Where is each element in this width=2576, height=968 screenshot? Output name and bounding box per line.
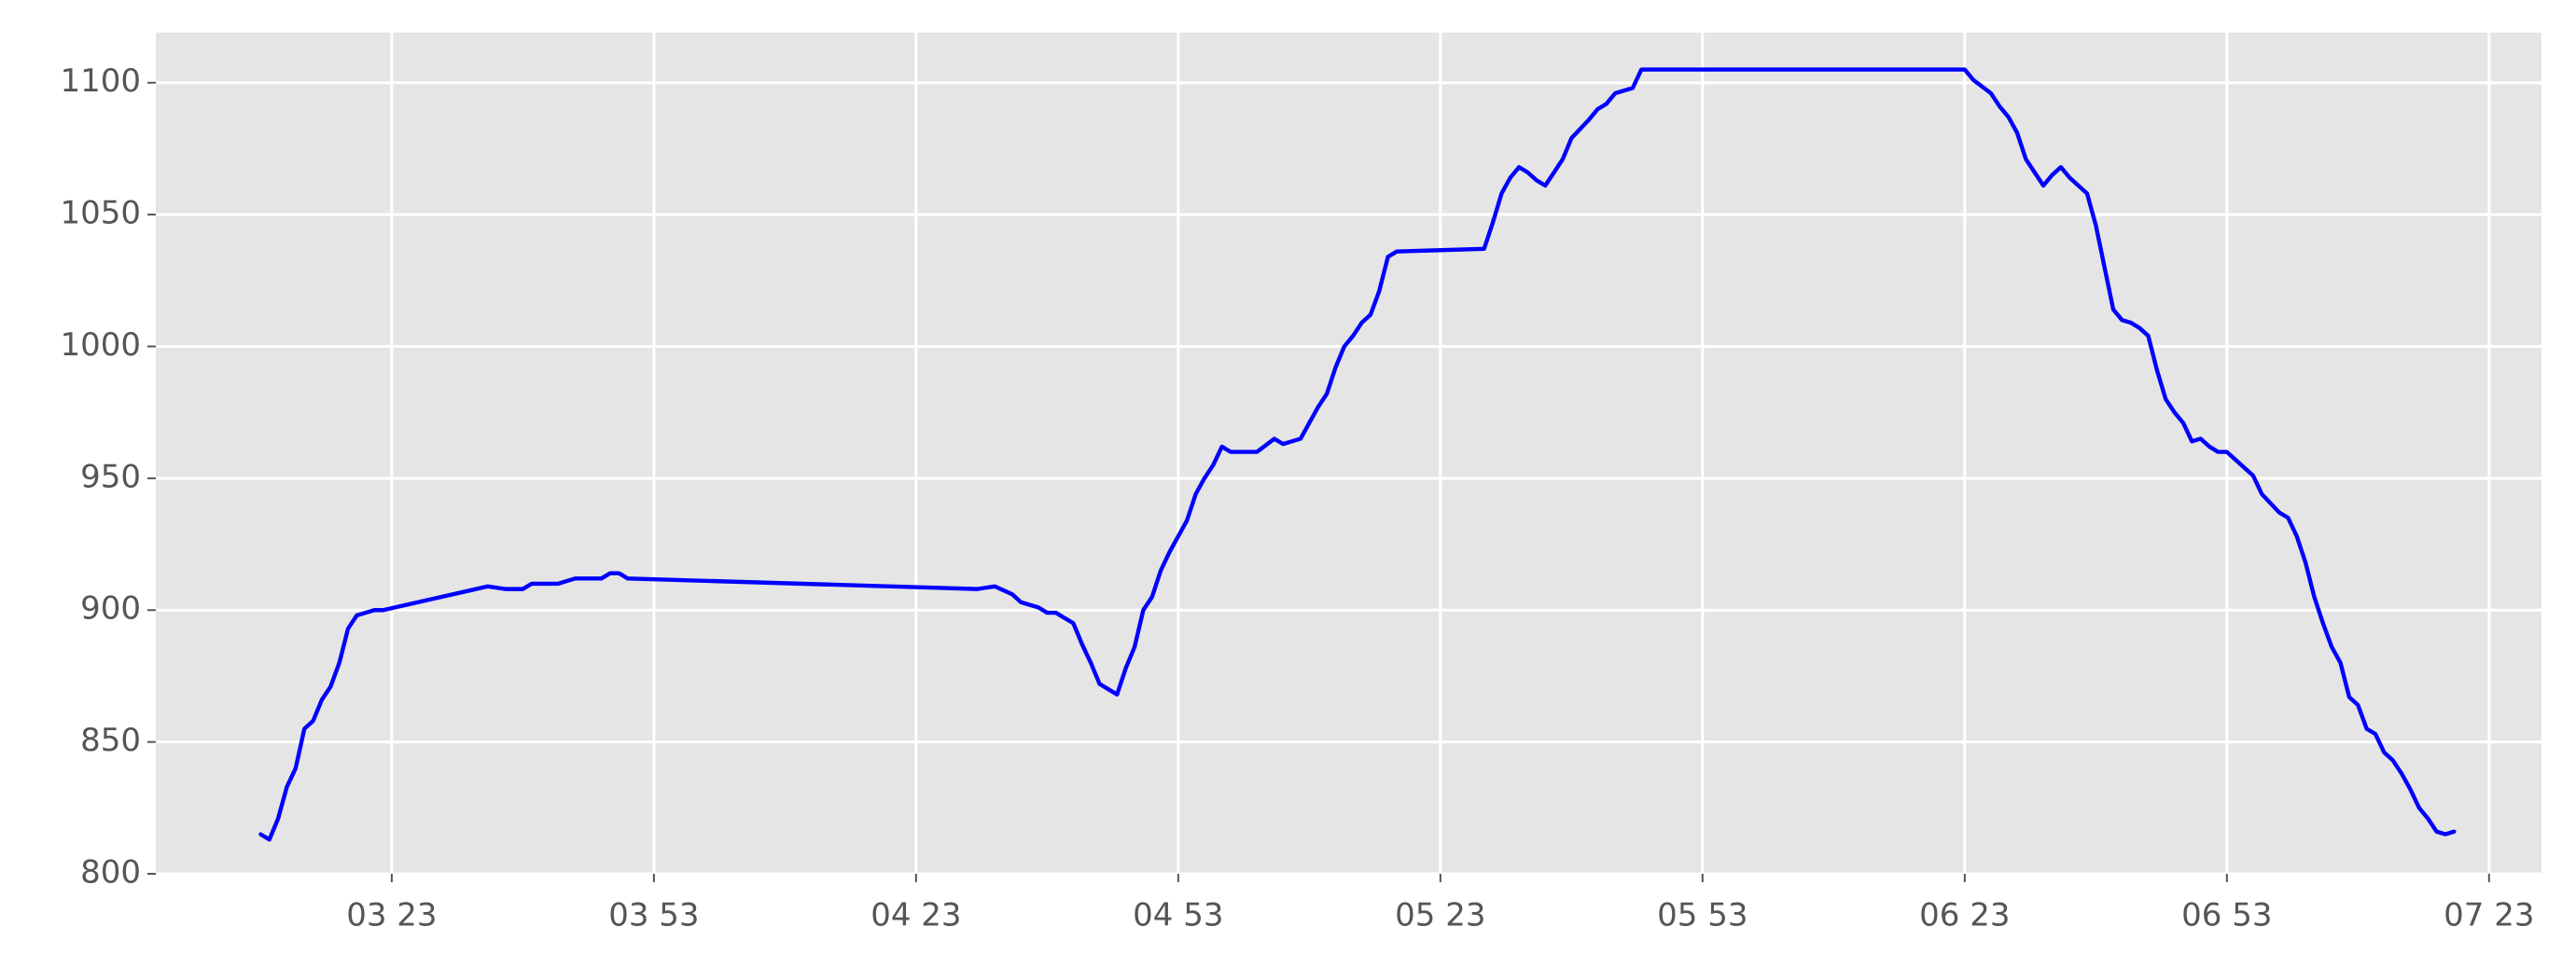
plot-background xyxy=(156,33,2541,874)
y-tick-label: 800 xyxy=(80,854,141,892)
x-tick-label: 04 23 xyxy=(870,897,961,934)
x-tick-label: 07 23 xyxy=(2444,897,2534,934)
x-tick-label: 04 53 xyxy=(1133,897,1223,934)
x-tick-label: 03 53 xyxy=(608,897,699,934)
x-tick-label: 05 53 xyxy=(1657,897,1748,934)
x-tick-label: 03 23 xyxy=(346,897,437,934)
data-line xyxy=(258,67,2457,842)
y-tick-label: 1100 xyxy=(60,62,141,100)
y-tick-label: 1000 xyxy=(60,326,141,364)
y-tick-label: 1050 xyxy=(60,195,141,232)
y-tick-label: 850 xyxy=(80,722,141,759)
x-tick-label: 06 53 xyxy=(2181,897,2272,934)
y-tick-label: 950 xyxy=(80,458,141,495)
y-tick-label: 900 xyxy=(80,590,141,628)
x-tick-label: 05 23 xyxy=(1395,897,1485,934)
x-tick-label: 06 23 xyxy=(1919,897,2010,934)
